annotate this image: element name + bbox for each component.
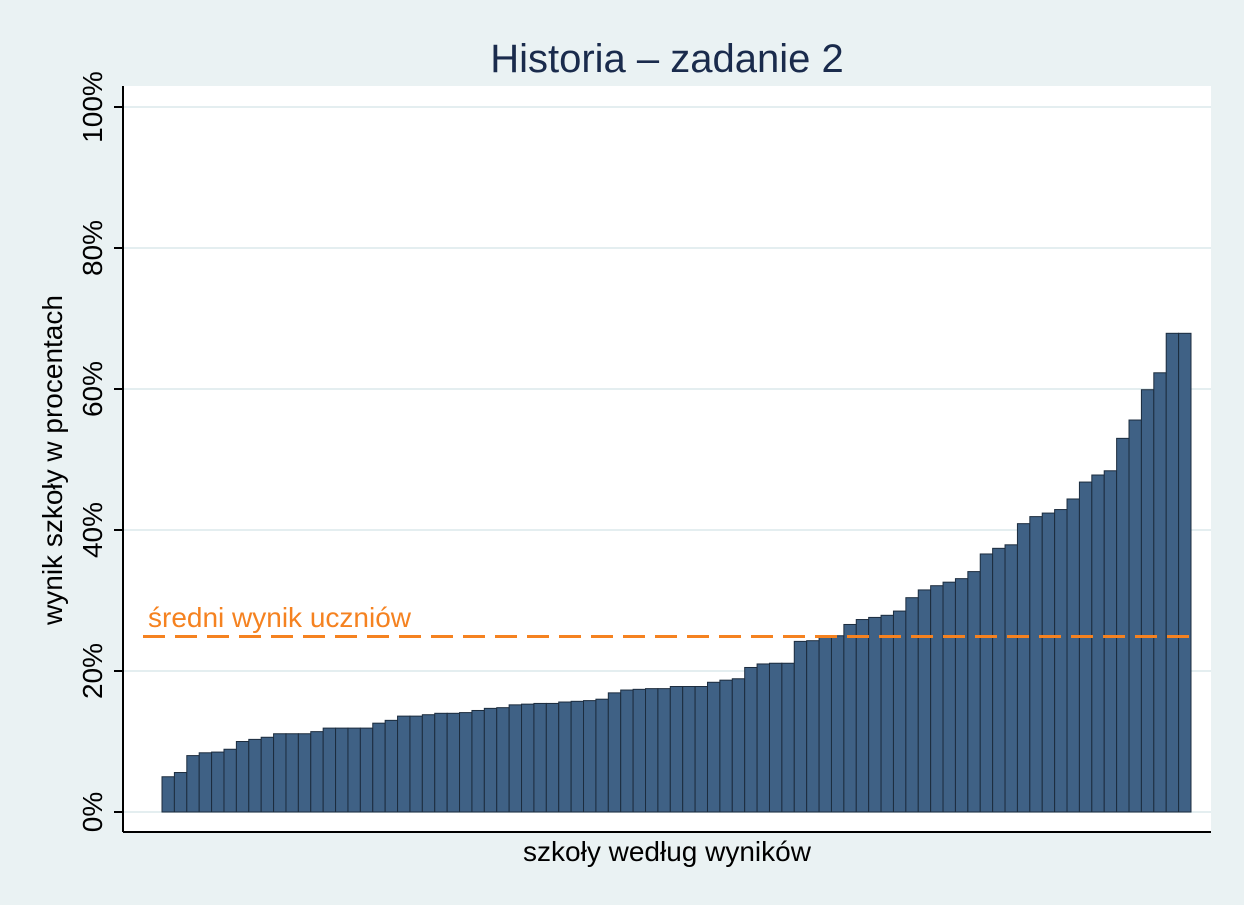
bar [211,751,225,813]
bar [223,748,237,813]
bar [756,663,770,813]
y-tick-label: 100% [77,71,108,143]
bar [384,719,399,813]
bar [1078,481,1093,813]
bar [1178,332,1192,813]
y-tick-label: 80% [77,220,108,276]
bar [1103,470,1118,813]
bar [310,731,324,813]
bar [967,571,981,813]
bar [533,702,547,813]
bar [930,585,944,813]
bar [409,715,423,813]
bar [595,698,609,813]
bar [843,623,857,813]
y-tick-label: 20% [77,643,108,699]
bar [372,722,386,813]
bar [471,709,485,813]
bar [483,707,498,813]
bar [446,712,461,813]
bar [260,736,275,813]
bar [421,714,436,813]
bar [806,640,820,813]
bar [744,666,758,813]
bar [942,581,956,813]
bar [892,610,907,813]
bar [706,681,721,813]
bar [1066,498,1080,813]
bar [657,688,671,813]
bar [1029,516,1043,813]
bar [1041,512,1056,813]
bar [992,547,1006,813]
bar [855,619,870,813]
bar [1128,419,1142,813]
bar [359,727,374,813]
bar [1116,437,1130,813]
bar [1054,509,1068,813]
bar [682,686,696,813]
bar [186,755,200,813]
bar [1016,523,1031,813]
bar [868,616,882,813]
bar [583,700,597,813]
y-axis-label: wynik szkoły w procentach [37,295,68,626]
mean-line-label: średni wynik uczniów [148,602,412,633]
bar [322,727,337,813]
bar [335,727,349,813]
bars [161,332,1192,813]
bar [669,686,684,813]
bar [521,703,535,813]
bar [954,578,969,813]
bar [620,689,634,813]
bar [607,692,622,813]
bar [917,589,932,813]
y-tick-label: 60% [77,361,108,417]
bar [905,597,919,813]
bar [830,635,845,813]
bar [1004,544,1018,813]
bar [570,700,585,813]
bar [508,704,523,813]
bar [645,688,659,813]
bar [694,686,708,813]
bar [248,738,262,813]
bar [397,715,411,813]
bar [496,707,510,813]
y-tick-label: 40% [77,502,108,558]
bar [161,776,175,813]
bar [297,733,312,813]
bar [1091,474,1105,813]
chart-title: Historia – zadanie 2 [490,37,844,81]
bar [558,701,572,813]
bar [1140,389,1155,813]
bar [347,727,361,813]
bar [1165,332,1180,813]
bar [632,688,647,813]
bar [545,702,560,813]
bar [793,640,808,813]
y-tick-label: 0% [77,792,108,832]
bar [818,635,832,813]
y-axis-ticks: 0% 20% 40% 60% 80% 100% [77,71,123,832]
bar [198,752,213,813]
bar [1153,372,1167,813]
bar [273,733,287,813]
bar [731,678,746,813]
bar [719,679,733,813]
bar [880,614,894,813]
bar [434,712,448,813]
x-axis-label: szkoły według wyników [523,836,812,867]
bar [768,662,783,813]
bar [235,741,250,813]
bar [781,662,795,813]
bar [459,712,473,813]
bar [979,553,994,813]
bar [173,772,188,813]
bar [285,733,299,813]
